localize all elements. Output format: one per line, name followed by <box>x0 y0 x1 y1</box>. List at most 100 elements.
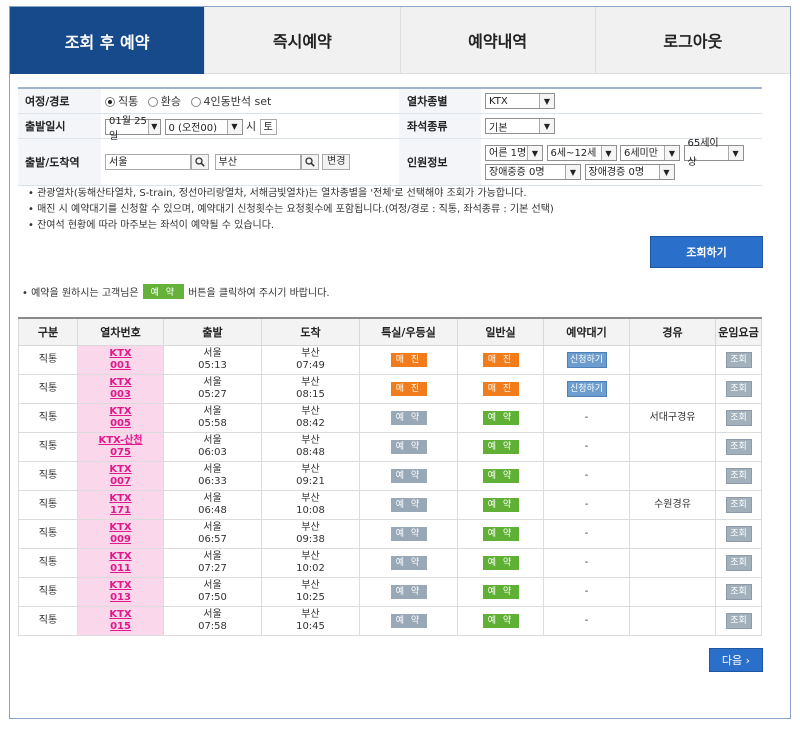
train-type-select[interactable]: KTX ▼ <box>485 93 555 109</box>
arrival-cell: 부산 10:25 <box>261 577 360 607</box>
infant-select[interactable]: 6세미만 ▼ <box>620 145 680 161</box>
train-number-link[interactable]: KTX 003 <box>109 377 131 400</box>
special-seat-button[interactable]: 매 진 <box>390 353 427 367</box>
waitlist-none: - <box>584 528 589 539</box>
normal-seat-button[interactable]: 예 약 <box>482 498 519 512</box>
adult-value: 어른 1명 <box>489 147 527 159</box>
adult-select[interactable]: 어른 1명 ▼ <box>485 145 543 161</box>
special-seat-button[interactable]: 예 약 <box>390 469 427 483</box>
train-no: 009 <box>110 534 131 545</box>
special-seat-button[interactable]: 예 약 <box>390 556 427 570</box>
fare-lookup-button[interactable]: 조회 <box>725 439 752 455</box>
via-cell <box>629 548 716 578</box>
special-seat-cell: 예 약 <box>359 461 458 491</box>
tab-search-reserve[interactable]: 조회 후 예약 <box>10 7 205 74</box>
arrival-time: 10:45 <box>296 621 325 632</box>
fare-lookup-button[interactable]: 조회 <box>725 497 752 513</box>
next-page-button[interactable]: 다음 › <box>709 648 763 672</box>
train-no: 075 <box>110 447 131 458</box>
fare-lookup-button[interactable]: 조회 <box>725 584 752 600</box>
waitlist-button[interactable]: 신청하기 <box>566 352 607 368</box>
train-number-link[interactable]: KTX 005 <box>109 406 131 429</box>
normal-seat-button[interactable]: 예 약 <box>482 411 519 425</box>
chevron-down-icon: ▼ <box>226 119 242 134</box>
normal-seat-button[interactable]: 예 약 <box>482 440 519 454</box>
tab-reservation-history[interactable]: 예약내역 <box>399 7 595 74</box>
special-seat-button[interactable]: 예 약 <box>390 440 427 454</box>
train-number-link[interactable]: KTX 011 <box>109 551 131 574</box>
chevron-down-icon: ▼ <box>527 146 542 160</box>
normal-seat-button[interactable]: 예 약 <box>482 556 519 570</box>
senior-select[interactable]: 65세이상 ▼ <box>683 138 744 168</box>
search-button[interactable]: 조회하기 <box>650 236 763 268</box>
departure-cell: 서울 06:48 <box>163 490 262 520</box>
swap-stations-button[interactable]: 변경 <box>322 154 351 170</box>
special-seat-button[interactable]: 예 약 <box>390 411 427 425</box>
destination-input[interactable]: 부산 <box>214 154 301 170</box>
normal-seat-button[interactable]: 예 약 <box>482 585 519 599</box>
normal-seat-button[interactable]: 매 진 <box>482 353 519 367</box>
hour-select[interactable]: 0 (오전00) ▼ <box>164 118 243 135</box>
normal-seat-button[interactable]: 예 약 <box>482 469 519 483</box>
fare-lookup-button[interactable]: 조회 <box>725 410 752 426</box>
origin-search-button[interactable] <box>191 154 209 170</box>
fare-lookup-button[interactable]: 조회 <box>725 613 752 629</box>
train-type-label: 열차종별 <box>399 88 481 114</box>
destination-search-button[interactable] <box>300 154 319 170</box>
fare-lookup-button[interactable]: 조회 <box>725 352 752 368</box>
origin-input[interactable]: 서울 <box>105 154 191 170</box>
departure-cell: 서울 06:57 <box>163 519 262 549</box>
normal-seat-button[interactable]: 예 약 <box>482 527 519 541</box>
fare-lookup-button[interactable]: 조회 <box>725 468 752 484</box>
special-seat-button[interactable]: 매 진 <box>390 382 427 396</box>
seat-type-select[interactable]: 기본 ▼ <box>485 118 555 134</box>
arrival-station: 부산 <box>301 580 320 591</box>
fare-cell: 조회 <box>715 519 762 549</box>
normal-seat-cell: 예 약 <box>457 461 544 491</box>
arrival-station: 부산 <box>301 348 320 359</box>
normal-seat-button[interactable]: 예 약 <box>482 614 519 628</box>
search-icon <box>195 157 205 167</box>
departure-station: 서울 <box>203 464 222 475</box>
train-number-link[interactable]: KTX 013 <box>109 580 131 603</box>
waitlist-button[interactable]: 신청하기 <box>566 381 607 397</box>
route-transfer-radio[interactable] <box>147 97 158 107</box>
special-seat-button[interactable]: 예 약 <box>390 527 427 541</box>
arrival-time: 08:15 <box>296 389 325 400</box>
waitlist-cell: - <box>543 432 630 462</box>
waitlist-none: - <box>584 499 589 510</box>
disabled-mild-select[interactable]: 장애경증 0명 ▼ <box>584 164 675 180</box>
child-select[interactable]: 6세~12세 ▼ <box>546 145 617 161</box>
departure-cell: 서울 06:03 <box>163 432 262 462</box>
train-number-link[interactable]: KTX 007 <box>109 464 131 487</box>
waitlist-cell: - <box>543 577 630 607</box>
special-seat-button[interactable]: 예 약 <box>390 614 427 628</box>
fare-lookup-button[interactable]: 조회 <box>725 555 752 571</box>
departure-cell: 서울 05:13 <box>163 345 262 375</box>
fare-lookup-button[interactable]: 조회 <box>725 526 752 542</box>
train-number-link[interactable]: KTX 015 <box>109 609 131 632</box>
special-seat-button[interactable]: 예 약 <box>390 585 427 599</box>
special-seat-cell: 예 약 <box>359 432 458 462</box>
normal-seat-button[interactable]: 매 진 <box>482 382 519 396</box>
results-header: 구분 열차번호 출발 도착 특실/우등실 일반실 예약대기 경유 운임요금 <box>18 317 762 346</box>
special-seat-button[interactable]: 예 약 <box>390 498 427 512</box>
via-cell: 서대구경유 <box>629 403 716 433</box>
hour-value: 0 (오전00) <box>168 123 217 134</box>
tab-logout[interactable]: 로그아웃 <box>594 7 790 74</box>
tab-instant-reserve[interactable]: 즉시예약 <box>204 7 400 74</box>
route-direct-radio[interactable] <box>105 97 115 107</box>
date-select[interactable]: 01월 25일 ▼ <box>105 116 161 142</box>
train-number-link[interactable]: KTX 009 <box>109 522 131 545</box>
route-family-radio[interactable] <box>190 97 201 107</box>
fare-lookup-button[interactable]: 조회 <box>725 381 752 397</box>
train-number-link[interactable]: KTX 001 <box>109 348 131 371</box>
departure-station: 서울 <box>203 435 222 446</box>
departure-station: 서울 <box>203 551 222 562</box>
train-number-link[interactable]: KTX-산천 075 <box>98 435 142 458</box>
train-number-link[interactable]: KTX 171 <box>109 493 131 516</box>
disabled-severe-select[interactable]: 장애중증 0명 ▼ <box>485 164 581 180</box>
